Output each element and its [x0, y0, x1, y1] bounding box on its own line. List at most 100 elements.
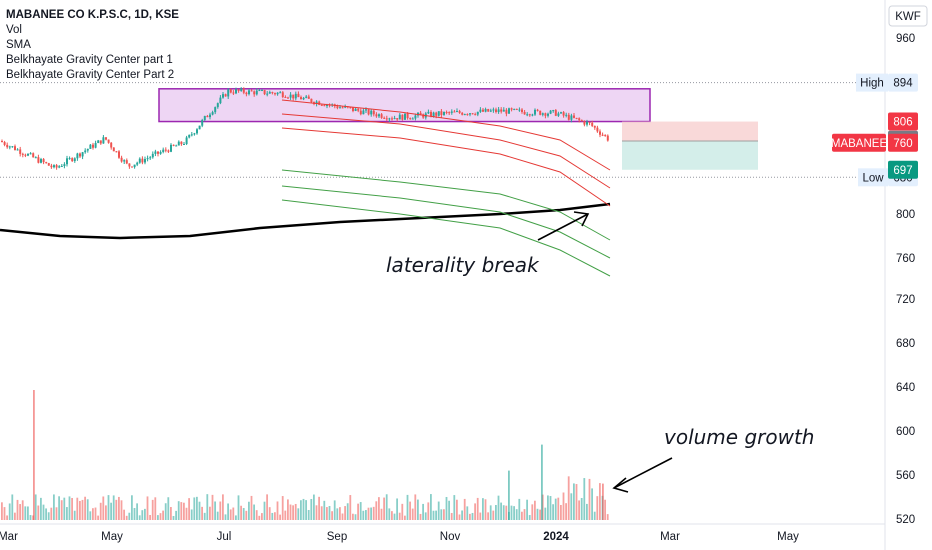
lower-band-2[interactable] [281, 185, 611, 259]
volume-bar [14, 512, 16, 520]
volume-bar [562, 492, 565, 520]
candle [60, 165, 63, 167]
volume-bar [528, 515, 531, 520]
volume-bar [79, 500, 81, 520]
volume-bar [190, 509, 193, 520]
volume-bar [1, 502, 3, 520]
volume-bar [476, 497, 479, 520]
volume-bar [110, 502, 112, 520]
candle [336, 106, 339, 109]
volume-bar [149, 514, 151, 520]
indicator-bgc-part1[interactable]: Belkhayate Gravity Center part 1 [6, 54, 173, 66]
candle [432, 112, 435, 117]
volume-bar [118, 496, 120, 520]
currency-button[interactable] [888, 5, 928, 27]
candle [458, 111, 461, 113]
volume-bar [86, 499, 89, 520]
volume-bar [19, 504, 21, 520]
candle [528, 114, 531, 116]
lower-band-3[interactable] [281, 199, 611, 277]
candle [380, 114, 383, 118]
candle [94, 143, 97, 148]
volume-bar [510, 505, 513, 520]
candle [11, 146, 14, 148]
volume-bar [339, 507, 341, 520]
candle [513, 108, 516, 110]
candle [157, 151, 159, 154]
candle [84, 150, 87, 153]
currency-label[interactable]: KWF [895, 11, 921, 23]
candle [578, 118, 581, 121]
candle [115, 151, 118, 153]
lower-band-1[interactable] [281, 169, 611, 241]
volume-bar [34, 494, 37, 520]
candle [521, 109, 523, 112]
volume-bar [367, 507, 370, 520]
volume-bar [458, 514, 461, 520]
volume-bar [596, 496, 599, 520]
candle [323, 105, 326, 107]
volume-bar [157, 515, 159, 520]
x-tick-label: Nov [440, 531, 461, 543]
volume-bar [203, 512, 206, 520]
candle [367, 109, 370, 115]
volume-bar [401, 503, 404, 520]
candle [219, 97, 222, 104]
volume-bar [557, 497, 560, 520]
candle [396, 118, 399, 120]
volume-bar [76, 497, 79, 520]
candle [518, 109, 521, 111]
candle [242, 88, 245, 93]
volume-bar [131, 495, 133, 520]
volume-bar [245, 510, 248, 520]
candle [469, 113, 471, 115]
candle [544, 113, 547, 116]
candle [19, 149, 22, 154]
candle [484, 109, 487, 112]
volume-bar [552, 504, 554, 520]
upper-band-2[interactable] [281, 113, 611, 189]
volume-bar [141, 510, 144, 520]
volume-bar [198, 501, 201, 520]
sma-line[interactable] [0, 202, 611, 240]
volume-bar [518, 498, 521, 520]
indicator-vol[interactable]: Vol [6, 24, 22, 36]
volume-bar [248, 501, 250, 520]
volume-bar [435, 510, 437, 520]
candle [266, 93, 269, 95]
candle [40, 159, 42, 163]
volume-bar [214, 501, 216, 520]
volume-bar [372, 506, 375, 520]
volume-bar [315, 505, 318, 520]
candle [138, 158, 141, 163]
volume-bar [388, 508, 391, 520]
upper-band-3[interactable] [281, 127, 611, 207]
volume-bar [125, 515, 128, 520]
indicator-bgc-part2[interactable]: Belkhayate Gravity Center Part 2 [6, 69, 175, 81]
volume-bar [154, 497, 157, 520]
volume-bar [492, 510, 495, 520]
volume-bar [287, 499, 289, 520]
volume-arrow-head [612, 477, 629, 493]
volume-bar [422, 503, 424, 520]
volume-bar [294, 503, 297, 520]
volume-bar [50, 507, 53, 520]
candle [37, 157, 40, 163]
candle [300, 97, 302, 100]
candle [302, 97, 305, 100]
high-value-bg [888, 73, 918, 92]
volume-bar [279, 514, 281, 520]
upper-band-1[interactable] [281, 99, 611, 171]
candle [201, 120, 204, 126]
target-zone[interactable] [622, 141, 758, 170]
candle [526, 114, 529, 116]
volume-bar [66, 507, 68, 520]
candle [456, 111, 458, 113]
stop-loss-zone[interactable] [622, 121, 758, 142]
indicator-sma[interactable]: SMA [6, 39, 31, 51]
candle [167, 150, 170, 152]
volume-bar [583, 478, 586, 520]
volume-bar [71, 497, 73, 520]
candle [284, 96, 287, 98]
